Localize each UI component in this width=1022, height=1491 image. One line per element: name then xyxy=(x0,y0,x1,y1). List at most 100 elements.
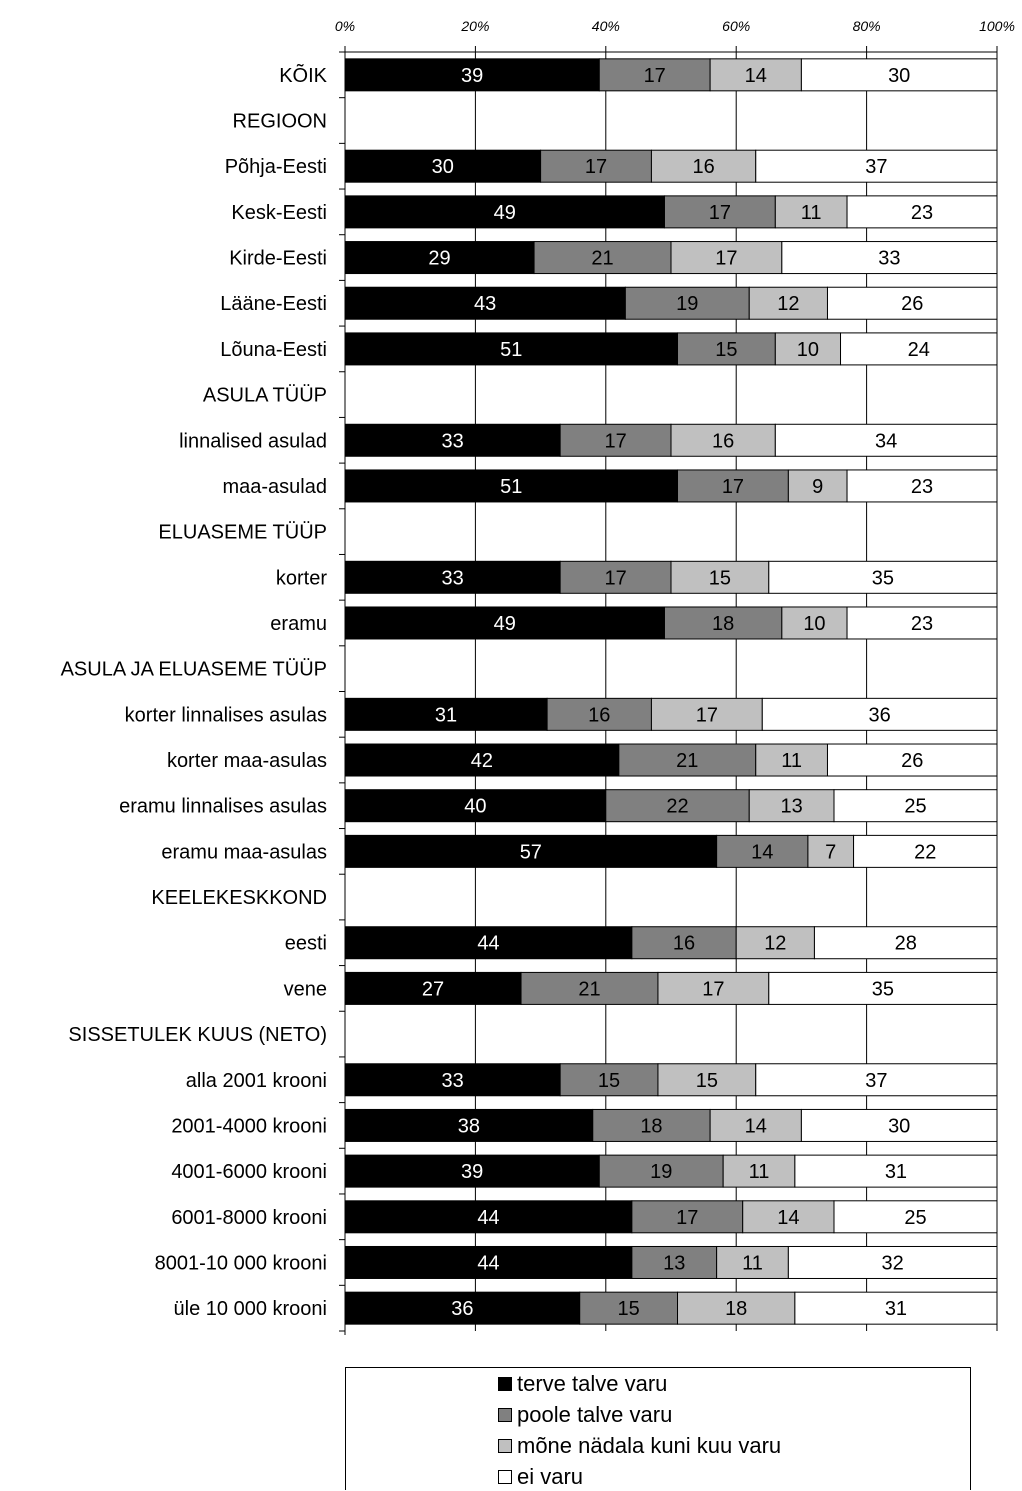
bar-segment xyxy=(657,971,770,1005)
legend-item: terve talve varu xyxy=(498,1370,667,1398)
data-label: 17 xyxy=(585,156,607,178)
data-label: 19 xyxy=(650,1161,672,1183)
bar-segment xyxy=(540,149,652,183)
data-label: 30 xyxy=(888,1115,910,1137)
data-label: 14 xyxy=(745,1115,767,1137)
bar-segment xyxy=(344,1154,600,1188)
bar-segment xyxy=(631,1200,744,1234)
data-label: 32 xyxy=(882,1252,904,1274)
bar-segment xyxy=(768,971,998,1005)
data-label: 16 xyxy=(712,430,734,452)
data-label: 28 xyxy=(895,933,917,955)
data-label: 57 xyxy=(520,841,542,863)
data-label: 39 xyxy=(461,65,483,87)
legend-swatch xyxy=(498,1377,512,1391)
bar-segment xyxy=(546,697,652,731)
bar-segment xyxy=(650,149,757,183)
bar-segment xyxy=(344,1108,594,1142)
bar-segment xyxy=(774,423,998,457)
bar-segment xyxy=(670,423,776,457)
data-label: 44 xyxy=(477,1252,499,1274)
bar-segment xyxy=(853,834,998,868)
data-label: 17 xyxy=(696,704,718,726)
legend-label: terve talve varu xyxy=(517,1371,668,1396)
data-label: 30 xyxy=(432,156,454,178)
data-label: 10 xyxy=(797,339,819,361)
bar-segment xyxy=(787,1245,998,1279)
bar-segment xyxy=(344,423,561,457)
data-label: 12 xyxy=(777,293,799,315)
data-label: 13 xyxy=(663,1252,685,1274)
bar-segment xyxy=(533,241,672,275)
data-label: 33 xyxy=(441,430,463,452)
x-tick-label: 60% xyxy=(722,18,750,34)
legend-label: poole talve varu xyxy=(517,1402,673,1427)
bar-segment xyxy=(748,789,835,823)
data-label: 9 xyxy=(812,476,823,498)
bar-segment xyxy=(670,560,770,594)
data-label: 37 xyxy=(865,156,887,178)
bar-segment xyxy=(663,195,776,229)
bar-segment xyxy=(742,1200,835,1234)
category-label: 4001-6000 krooni xyxy=(171,1161,327,1183)
data-label: 31 xyxy=(885,1298,907,1320)
data-label: 23 xyxy=(911,202,933,224)
bar-segment xyxy=(344,332,679,366)
x-tick-label: 80% xyxy=(853,18,881,34)
bar-segment xyxy=(344,560,561,594)
bar-segment xyxy=(755,149,998,183)
data-label: 29 xyxy=(428,248,450,270)
category-label: korter xyxy=(276,567,327,589)
data-label: 17 xyxy=(709,202,731,224)
legend-swatch xyxy=(498,1470,512,1484)
data-label: 17 xyxy=(644,65,666,87)
bar-segment xyxy=(344,195,665,229)
category-label: eramu maa-asulas xyxy=(161,841,327,863)
bar-segment xyxy=(794,1154,998,1188)
bar-segment xyxy=(677,1291,796,1325)
data-label: 33 xyxy=(441,1070,463,1092)
bar-segment xyxy=(735,926,815,960)
bar-segment xyxy=(624,286,750,320)
bar-segment xyxy=(774,195,848,229)
data-label: 51 xyxy=(500,476,522,498)
bar-segment xyxy=(794,1291,998,1325)
data-label: 22 xyxy=(914,841,936,863)
data-label: 23 xyxy=(911,613,933,635)
bar-segment xyxy=(716,834,809,868)
data-label: 11 xyxy=(801,202,822,224)
category-label: üle 10 000 krooni xyxy=(174,1298,327,1320)
legend-item: poole talve varu xyxy=(498,1401,672,1429)
data-label: 49 xyxy=(494,202,516,224)
data-label: 49 xyxy=(494,613,516,635)
category-label: Lõuna-Eesti xyxy=(220,339,327,361)
data-label: 11 xyxy=(742,1252,763,1274)
data-label: 15 xyxy=(598,1070,620,1092)
category-label: Lääne-Eesti xyxy=(220,293,327,315)
data-label: 17 xyxy=(604,567,626,589)
category-label: 8001-10 000 krooni xyxy=(155,1252,327,1274)
data-label: 18 xyxy=(712,613,734,635)
data-label: 17 xyxy=(722,476,744,498)
data-label: 17 xyxy=(715,248,737,270)
category-label: vene xyxy=(284,978,327,1000)
category-label: SISSETULEK KUUS (NETO) xyxy=(68,1024,327,1046)
legend-label: ei varu xyxy=(517,1464,584,1489)
data-label: 16 xyxy=(692,156,714,178)
data-label: 51 xyxy=(500,339,522,361)
data-label: 34 xyxy=(875,430,897,452)
bar-segment xyxy=(826,743,998,777)
data-label: 22 xyxy=(666,796,688,818)
data-label: 23 xyxy=(911,476,933,498)
bar-segment xyxy=(709,58,802,92)
bar-segment xyxy=(709,1108,802,1142)
data-label: 33 xyxy=(878,248,900,270)
data-label: 37 xyxy=(865,1070,887,1092)
data-label: 17 xyxy=(702,978,724,1000)
data-label: 31 xyxy=(435,704,457,726)
category-label: ASULA TÜÜP xyxy=(203,385,327,407)
data-label: 15 xyxy=(696,1070,718,1092)
data-label: 36 xyxy=(869,704,891,726)
category-label: KEELEKESKKOND xyxy=(151,887,327,909)
data-label: 21 xyxy=(591,248,613,270)
